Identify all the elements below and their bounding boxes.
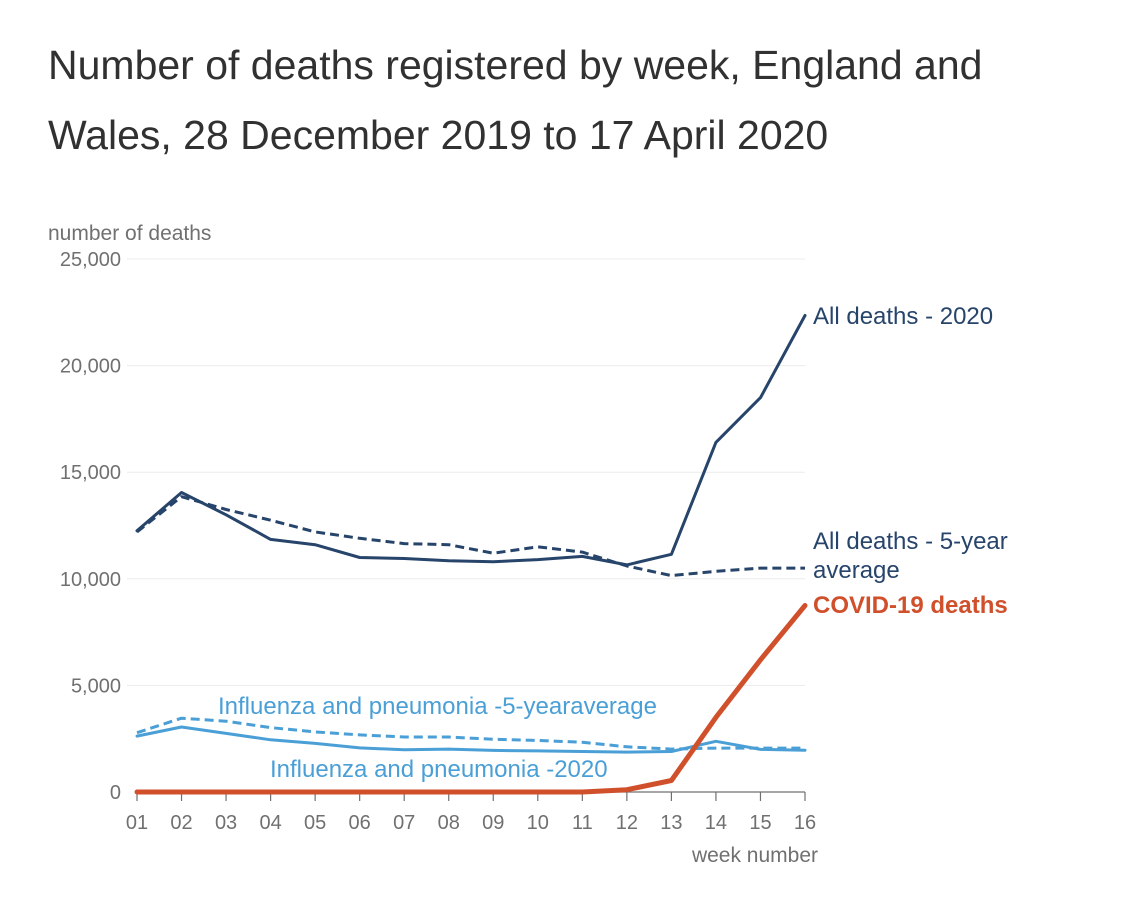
y-tick-label: 0: [110, 782, 121, 804]
x-tick-label: 04: [259, 812, 281, 834]
x-tick-label: 09: [482, 812, 504, 834]
x-tick-label: 03: [215, 812, 237, 834]
x-tick-label: 14: [705, 812, 727, 834]
x-axis: 01 02 03 04 05 06 07 08 09 10 11 12 13 14 15 16: [126, 791, 816, 834]
x-tick-label: 07: [393, 812, 415, 834]
x-tick-label: 16: [794, 812, 816, 834]
label-influenza-5-year-average: Influenza and pneumonia -5-yearaverage: [218, 693, 657, 720]
x-tick-label: 15: [749, 812, 771, 834]
x-tick-label: 11: [572, 812, 593, 834]
label-all-deaths-5-year-average-line1: All deaths - 5-year: [813, 528, 1008, 555]
x-tick-label: 01: [126, 812, 148, 834]
y-tick-label: 15,000: [60, 462, 121, 484]
label-all-deaths-2020: All deaths - 2020: [813, 303, 993, 330]
series-lines: [134, 314, 808, 795]
y-tick-label: 25,000: [60, 249, 121, 271]
label-all-deaths-5-year-average-line2: average: [813, 557, 900, 584]
x-tick-label: 10: [527, 812, 549, 834]
x-tick-label: 06: [349, 812, 371, 834]
x-tick-label: 13: [660, 812, 682, 834]
x-tick-label: 02: [170, 812, 192, 834]
x-axis-title: week number: [691, 844, 818, 867]
x-tick-label: 12: [616, 812, 638, 834]
series-labels: All deaths - 2020 All deaths - 5-yearaver…: [218, 303, 1008, 783]
label-covid-19-deaths: COVID-19 deaths: [813, 592, 1008, 619]
label-influenza-2020: Influenza and pneumonia -2020: [270, 756, 608, 783]
series-line-all-deaths-2020: [135, 314, 807, 567]
y-tick-label: 5,000: [71, 675, 121, 697]
chart-title: Number of deaths registered by week, Eng…: [48, 42, 983, 158]
gridlines: [127, 258, 805, 686]
series-line-covid-19-deaths: [134, 603, 808, 795]
y-tick-label: 10,000: [60, 569, 121, 591]
y-tick-label: 20,000: [60, 356, 121, 378]
x-tick-label: 05: [304, 812, 326, 834]
x-tick-label: 08: [438, 812, 460, 834]
y-axis-ticks: 0 5,000 10,000 15,000 20,000 25,000: [60, 249, 121, 804]
y-axis-title: number of deaths: [48, 222, 211, 245]
series-line-all-deaths-5-year-average: [136, 495, 805, 578]
